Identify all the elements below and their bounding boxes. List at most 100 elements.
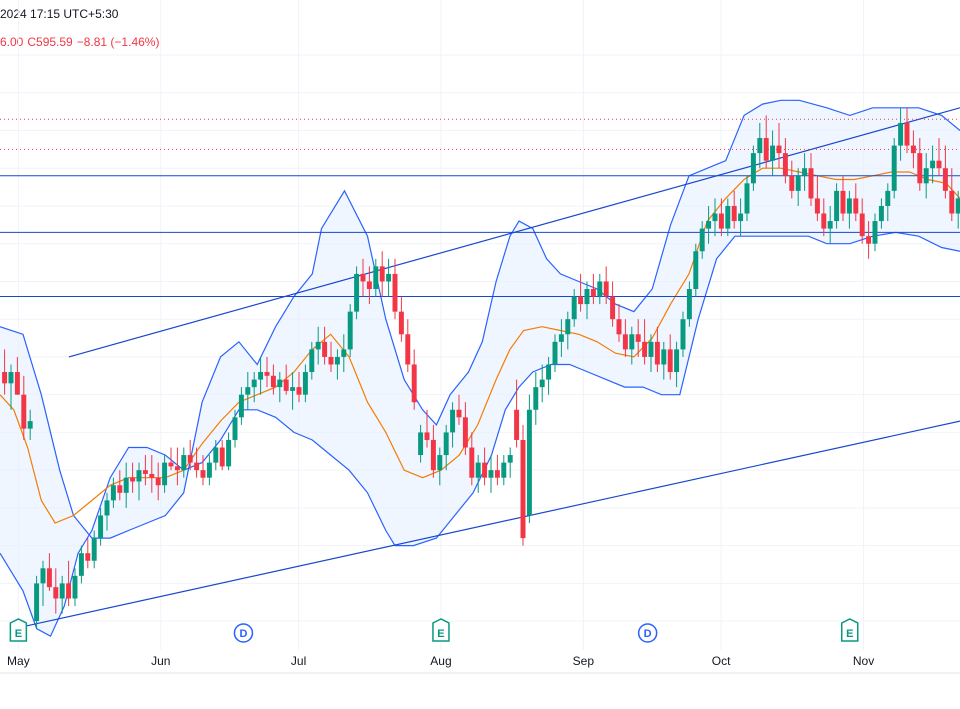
candle-body — [232, 417, 238, 440]
candle — [802, 153, 808, 191]
candle-body — [565, 319, 571, 335]
candle-body — [821, 213, 827, 229]
candle — [398, 296, 404, 342]
candle-body — [814, 198, 820, 214]
candle-body — [238, 394, 244, 418]
candle — [738, 198, 744, 237]
candle — [558, 319, 564, 357]
candle-body — [661, 349, 667, 365]
candle — [667, 334, 673, 380]
candle — [539, 364, 545, 403]
candle-body — [757, 138, 763, 154]
candle — [98, 507, 104, 546]
candle — [949, 168, 955, 222]
candle-body — [405, 334, 411, 365]
candle-body — [578, 296, 584, 305]
candle — [603, 266, 609, 305]
candle-body — [667, 349, 673, 373]
candle — [526, 394, 532, 523]
candle-body — [878, 205, 884, 222]
candle-body — [834, 190, 840, 222]
candle — [104, 492, 110, 531]
candle — [392, 258, 398, 320]
candle — [456, 394, 462, 425]
candle-body — [930, 160, 936, 169]
candle — [258, 356, 264, 395]
candle-body — [859, 213, 865, 237]
candle — [872, 213, 878, 252]
candle — [910, 130, 916, 169]
candle — [891, 138, 897, 199]
candle-body — [648, 341, 654, 357]
candle — [610, 281, 616, 327]
candle-body — [27, 421, 33, 429]
candle-body — [763, 138, 769, 161]
candle-body — [226, 439, 232, 467]
candle — [731, 190, 737, 229]
candle — [219, 439, 225, 471]
x-tick-label: Jun — [151, 654, 170, 668]
candle-body — [174, 466, 180, 471]
candle-body — [315, 341, 321, 350]
candle — [808, 153, 814, 206]
candle-body — [686, 289, 692, 320]
candle-body — [136, 470, 142, 482]
candle-body — [827, 221, 833, 229]
candle — [386, 258, 392, 297]
candle-body — [360, 273, 366, 282]
candle-body — [693, 251, 699, 289]
candle-body — [334, 356, 340, 365]
candle-body — [795, 175, 801, 191]
candle-body — [501, 462, 507, 478]
candle — [629, 326, 635, 365]
candle-body — [610, 296, 616, 320]
candle — [763, 115, 769, 169]
candle — [571, 289, 577, 327]
candle — [917, 138, 923, 191]
candle — [309, 341, 315, 380]
candle — [642, 319, 648, 365]
candle-body — [194, 462, 200, 471]
indicator-lines — [0, 99, 960, 638]
candle-body — [904, 122, 910, 146]
candle-body — [597, 281, 603, 297]
candle — [40, 560, 46, 607]
candle — [878, 198, 884, 229]
candle — [72, 568, 78, 607]
candle-body — [213, 447, 219, 463]
candle-body — [155, 477, 161, 486]
candle-body — [872, 221, 878, 244]
candle-body — [891, 145, 897, 191]
candle-body — [296, 387, 302, 395]
candle-body — [450, 409, 456, 433]
candle-body — [917, 153, 923, 184]
candle — [373, 258, 379, 297]
candle — [27, 409, 33, 440]
header-ohlc: 6.00 C595.59 −8.81 (−1.46%) — [0, 35, 163, 49]
candle — [206, 455, 212, 486]
candle — [533, 372, 539, 425]
close-value: 595.59 — [36, 35, 73, 49]
marker-shape — [637, 623, 658, 643]
candle-body — [398, 311, 404, 335]
candle — [450, 402, 456, 448]
candle — [661, 341, 667, 380]
candle — [578, 273, 584, 312]
candle-body — [341, 349, 347, 357]
x-tick-label: Aug — [430, 654, 451, 668]
candle-body — [776, 145, 782, 154]
candle — [424, 409, 430, 448]
candle-body — [923, 168, 929, 184]
candle-body — [302, 372, 308, 395]
candle-body — [14, 372, 20, 395]
candle-body — [462, 417, 468, 448]
change-value: −8.81 (−1.46%) — [76, 35, 160, 49]
candle — [686, 281, 692, 327]
candle — [347, 304, 353, 357]
candle — [475, 455, 481, 493]
candle-body — [187, 455, 193, 463]
candle-body — [699, 228, 705, 252]
candle — [341, 334, 347, 373]
candle-body — [66, 583, 72, 599]
